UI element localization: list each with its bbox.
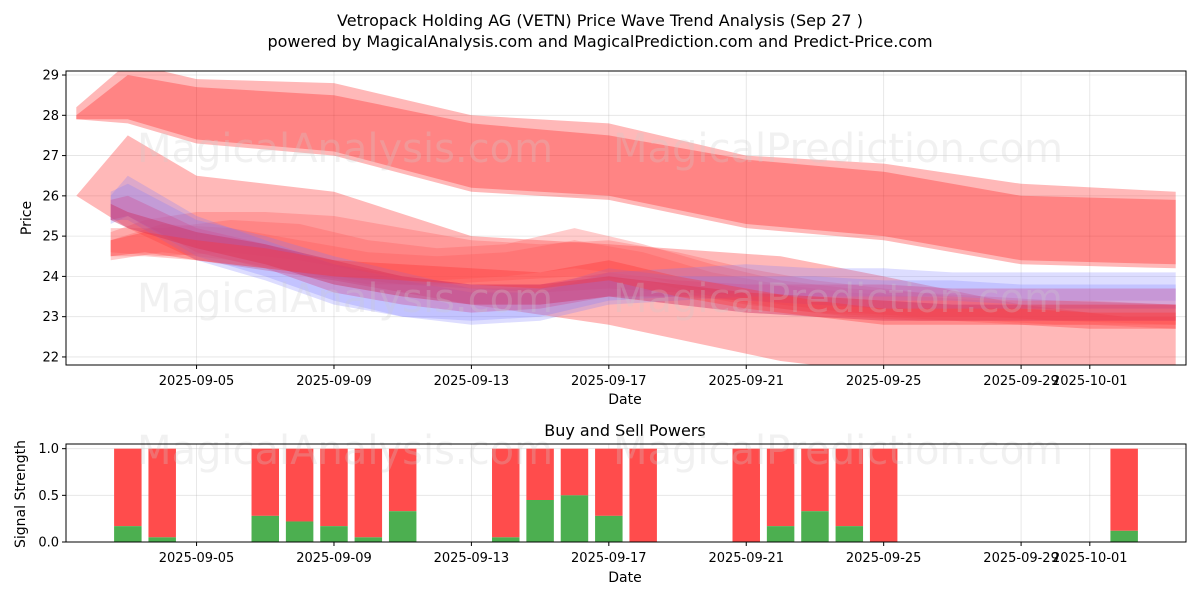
- sell-power-bar: [629, 448, 657, 542]
- sell-power-bar: [388, 448, 417, 512]
- buy-power-bar: [251, 515, 280, 542]
- power-x-tick-label: 2025-09-05: [159, 551, 235, 566]
- sell-power-bar: [560, 448, 589, 496]
- price-y-tick-label: 29: [42, 69, 59, 84]
- power-plot-frame: [65, 443, 1187, 543]
- watermark-text: MagicalAnalysis.com: [137, 428, 553, 474]
- price-y-axis-label: Price: [19, 201, 35, 235]
- price-x-tick-label: 2025-10-01: [1052, 374, 1128, 389]
- power-x-axis-label: Date: [608, 570, 641, 586]
- sell-power-bar: [354, 448, 383, 538]
- buy-power-bar: [1110, 530, 1138, 542]
- sell-power-bar: [114, 448, 142, 527]
- buy-power-bar: [114, 526, 142, 542]
- price-y-tick-label: 24: [42, 270, 59, 285]
- buy-power-bar: [285, 521, 314, 542]
- price-y-tick-label: 23: [42, 310, 59, 325]
- buy-power-bar: [801, 511, 829, 542]
- power-chart-title: Buy and Sell Powers: [544, 421, 706, 440]
- power-y-axis-label: Signal Strength: [13, 440, 29, 548]
- power-x-tick-label: 2025-09-21: [708, 551, 784, 566]
- power-y-tick-label: 0.0: [38, 536, 59, 551]
- price-wave-band-9: [110, 203, 1176, 321]
- sell-power-bar: [766, 448, 795, 527]
- price-y-tick-label: 25: [42, 230, 59, 245]
- price-wave-band-3: [110, 212, 1176, 329]
- sell-power-bar: [835, 448, 864, 527]
- price-x-tick-label: 2025-09-29: [983, 374, 1059, 389]
- price-wave-band-1: [76, 71, 1176, 269]
- price-wave-band-8: [110, 195, 1176, 313]
- sell-power-bar: [285, 448, 314, 522]
- sell-power-bar: [732, 448, 760, 542]
- sell-power-bar: [801, 448, 829, 512]
- watermark-text: MagicalAnalysis.com: [137, 276, 553, 322]
- sell-power-bar: [492, 448, 520, 538]
- price-plot: MagicalAnalysis.com MagicalPrediction.com…: [42, 69, 1187, 389]
- price-y-tick-label: 28: [42, 109, 59, 124]
- price-plot-frame: [65, 70, 1187, 366]
- price-x-tick-label: 2025-09-25: [846, 374, 922, 389]
- buy-power-bar: [835, 526, 864, 542]
- buy-power-bar: [354, 537, 383, 542]
- sell-power-bar: [869, 448, 898, 542]
- power-y-tick-label: 1.0: [38, 442, 59, 457]
- watermark-text: MagicalPrediction.com: [613, 428, 1063, 474]
- price-wave-band-10: [110, 232, 1176, 329]
- price-x-tick-label: 2025-09-13: [434, 374, 510, 389]
- buy-power-bar: [388, 511, 417, 542]
- price-wave-band-4: [110, 224, 1176, 325]
- price-wave-band-0: [76, 135, 1176, 365]
- sell-power-bar: [251, 448, 280, 516]
- power-x-tick-label: 2025-09-29: [983, 551, 1059, 566]
- price-x-axis-label: Date: [608, 392, 641, 408]
- power-y-tick-label: 0.5: [38, 489, 59, 504]
- sell-power-bar: [148, 448, 176, 538]
- price-x-tick-label: 2025-09-09: [296, 374, 372, 389]
- price-wave-band-2: [76, 75, 1176, 265]
- sell-power-bar: [1110, 448, 1138, 531]
- power-x-tick-label: 2025-09-17: [571, 551, 647, 566]
- buy-power-bar: [766, 526, 795, 542]
- watermark-text: MagicalAnalysis.com: [137, 126, 553, 172]
- price-wave-band-7: [110, 183, 1176, 321]
- price-y-tick-label: 27: [42, 149, 59, 164]
- sell-power-bar: [320, 448, 348, 527]
- power-x-tick-label: 2025-10-01: [1052, 551, 1128, 566]
- buy-power-bar: [526, 500, 554, 542]
- price-x-tick-label: 2025-09-21: [708, 374, 784, 389]
- buy-power-bar: [560, 495, 589, 542]
- power-x-tick-label: 2025-09-09: [296, 551, 372, 566]
- price-x-tick-label: 2025-09-05: [159, 374, 235, 389]
- power-x-tick-label: 2025-09-13: [434, 551, 510, 566]
- buy-power-bar: [595, 515, 623, 542]
- watermark-text: MagicalPrediction.com: [613, 126, 1063, 172]
- price-x-tick-label: 2025-09-17: [571, 374, 647, 389]
- buy-power-bar: [320, 526, 348, 542]
- chart-title-line1: Vetropack Holding AG (VETN) Price Wave T…: [337, 11, 863, 30]
- price-bands: [76, 71, 1176, 365]
- sell-power-bar: [595, 448, 623, 516]
- power-x-tick-label: 2025-09-25: [846, 551, 922, 566]
- buy-power-bar: [492, 537, 520, 542]
- price-y-tick-label: 26: [42, 189, 59, 204]
- price-wave-band-6: [110, 175, 1176, 325]
- chart-title-line2: powered by MagicalAnalysis.com and Magic…: [267, 32, 932, 51]
- price-y-tick-label: 22: [42, 350, 59, 365]
- sell-power-bar: [526, 448, 554, 500]
- price-wave-band-5: [110, 220, 1176, 325]
- watermark-text: MagicalPrediction.com: [613, 276, 1063, 322]
- power-plot: MagicalAnalysis.com MagicalPrediction.com…: [38, 428, 1187, 566]
- buy-power-bar: [148, 537, 176, 542]
